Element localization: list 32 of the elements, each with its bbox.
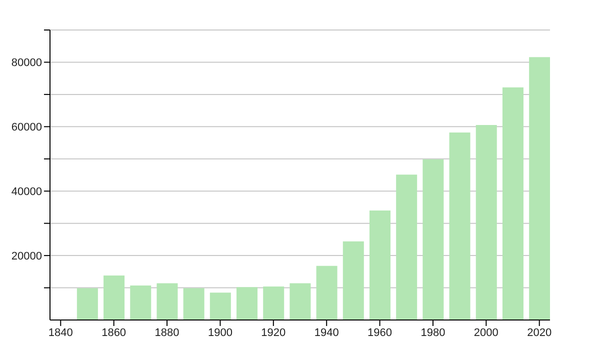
- x-tick-label: 1980: [420, 326, 446, 339]
- bar: [130, 286, 152, 320]
- bar: [476, 125, 497, 320]
- bar: [502, 87, 524, 320]
- bar: [263, 286, 284, 320]
- bar: [156, 283, 178, 320]
- x-tick-label: 1860: [102, 326, 126, 339]
- y-tick-label: 60000: [11, 122, 42, 134]
- y-tick-label: 80000: [11, 57, 42, 70]
- bar: [210, 292, 231, 320]
- bar: [342, 241, 364, 320]
- bar: [236, 287, 258, 320]
- x-tick-label: 1900: [208, 326, 232, 339]
- bar: [449, 132, 470, 320]
- bar: [369, 210, 390, 320]
- bar: [104, 276, 125, 320]
- y-tick-label: 40000: [11, 186, 42, 198]
- bar: [76, 288, 98, 320]
- x-tick-label: 1880: [154, 326, 180, 339]
- bar: [529, 57, 550, 320]
- x-tick-label: 1840: [48, 326, 73, 339]
- bar: [396, 174, 418, 320]
- bar: [290, 283, 311, 320]
- x-tick-label: 2000: [474, 326, 498, 339]
- y-tick-label: 20000: [11, 250, 42, 262]
- x-tick-label: 2020: [527, 326, 552, 339]
- x-tick-label: 1940: [314, 326, 339, 339]
- bar: [316, 266, 338, 320]
- bar: [183, 288, 204, 320]
- x-tick-label: 1960: [368, 326, 392, 339]
- x-tick-label: 1920: [261, 326, 286, 339]
- bar: [422, 159, 444, 320]
